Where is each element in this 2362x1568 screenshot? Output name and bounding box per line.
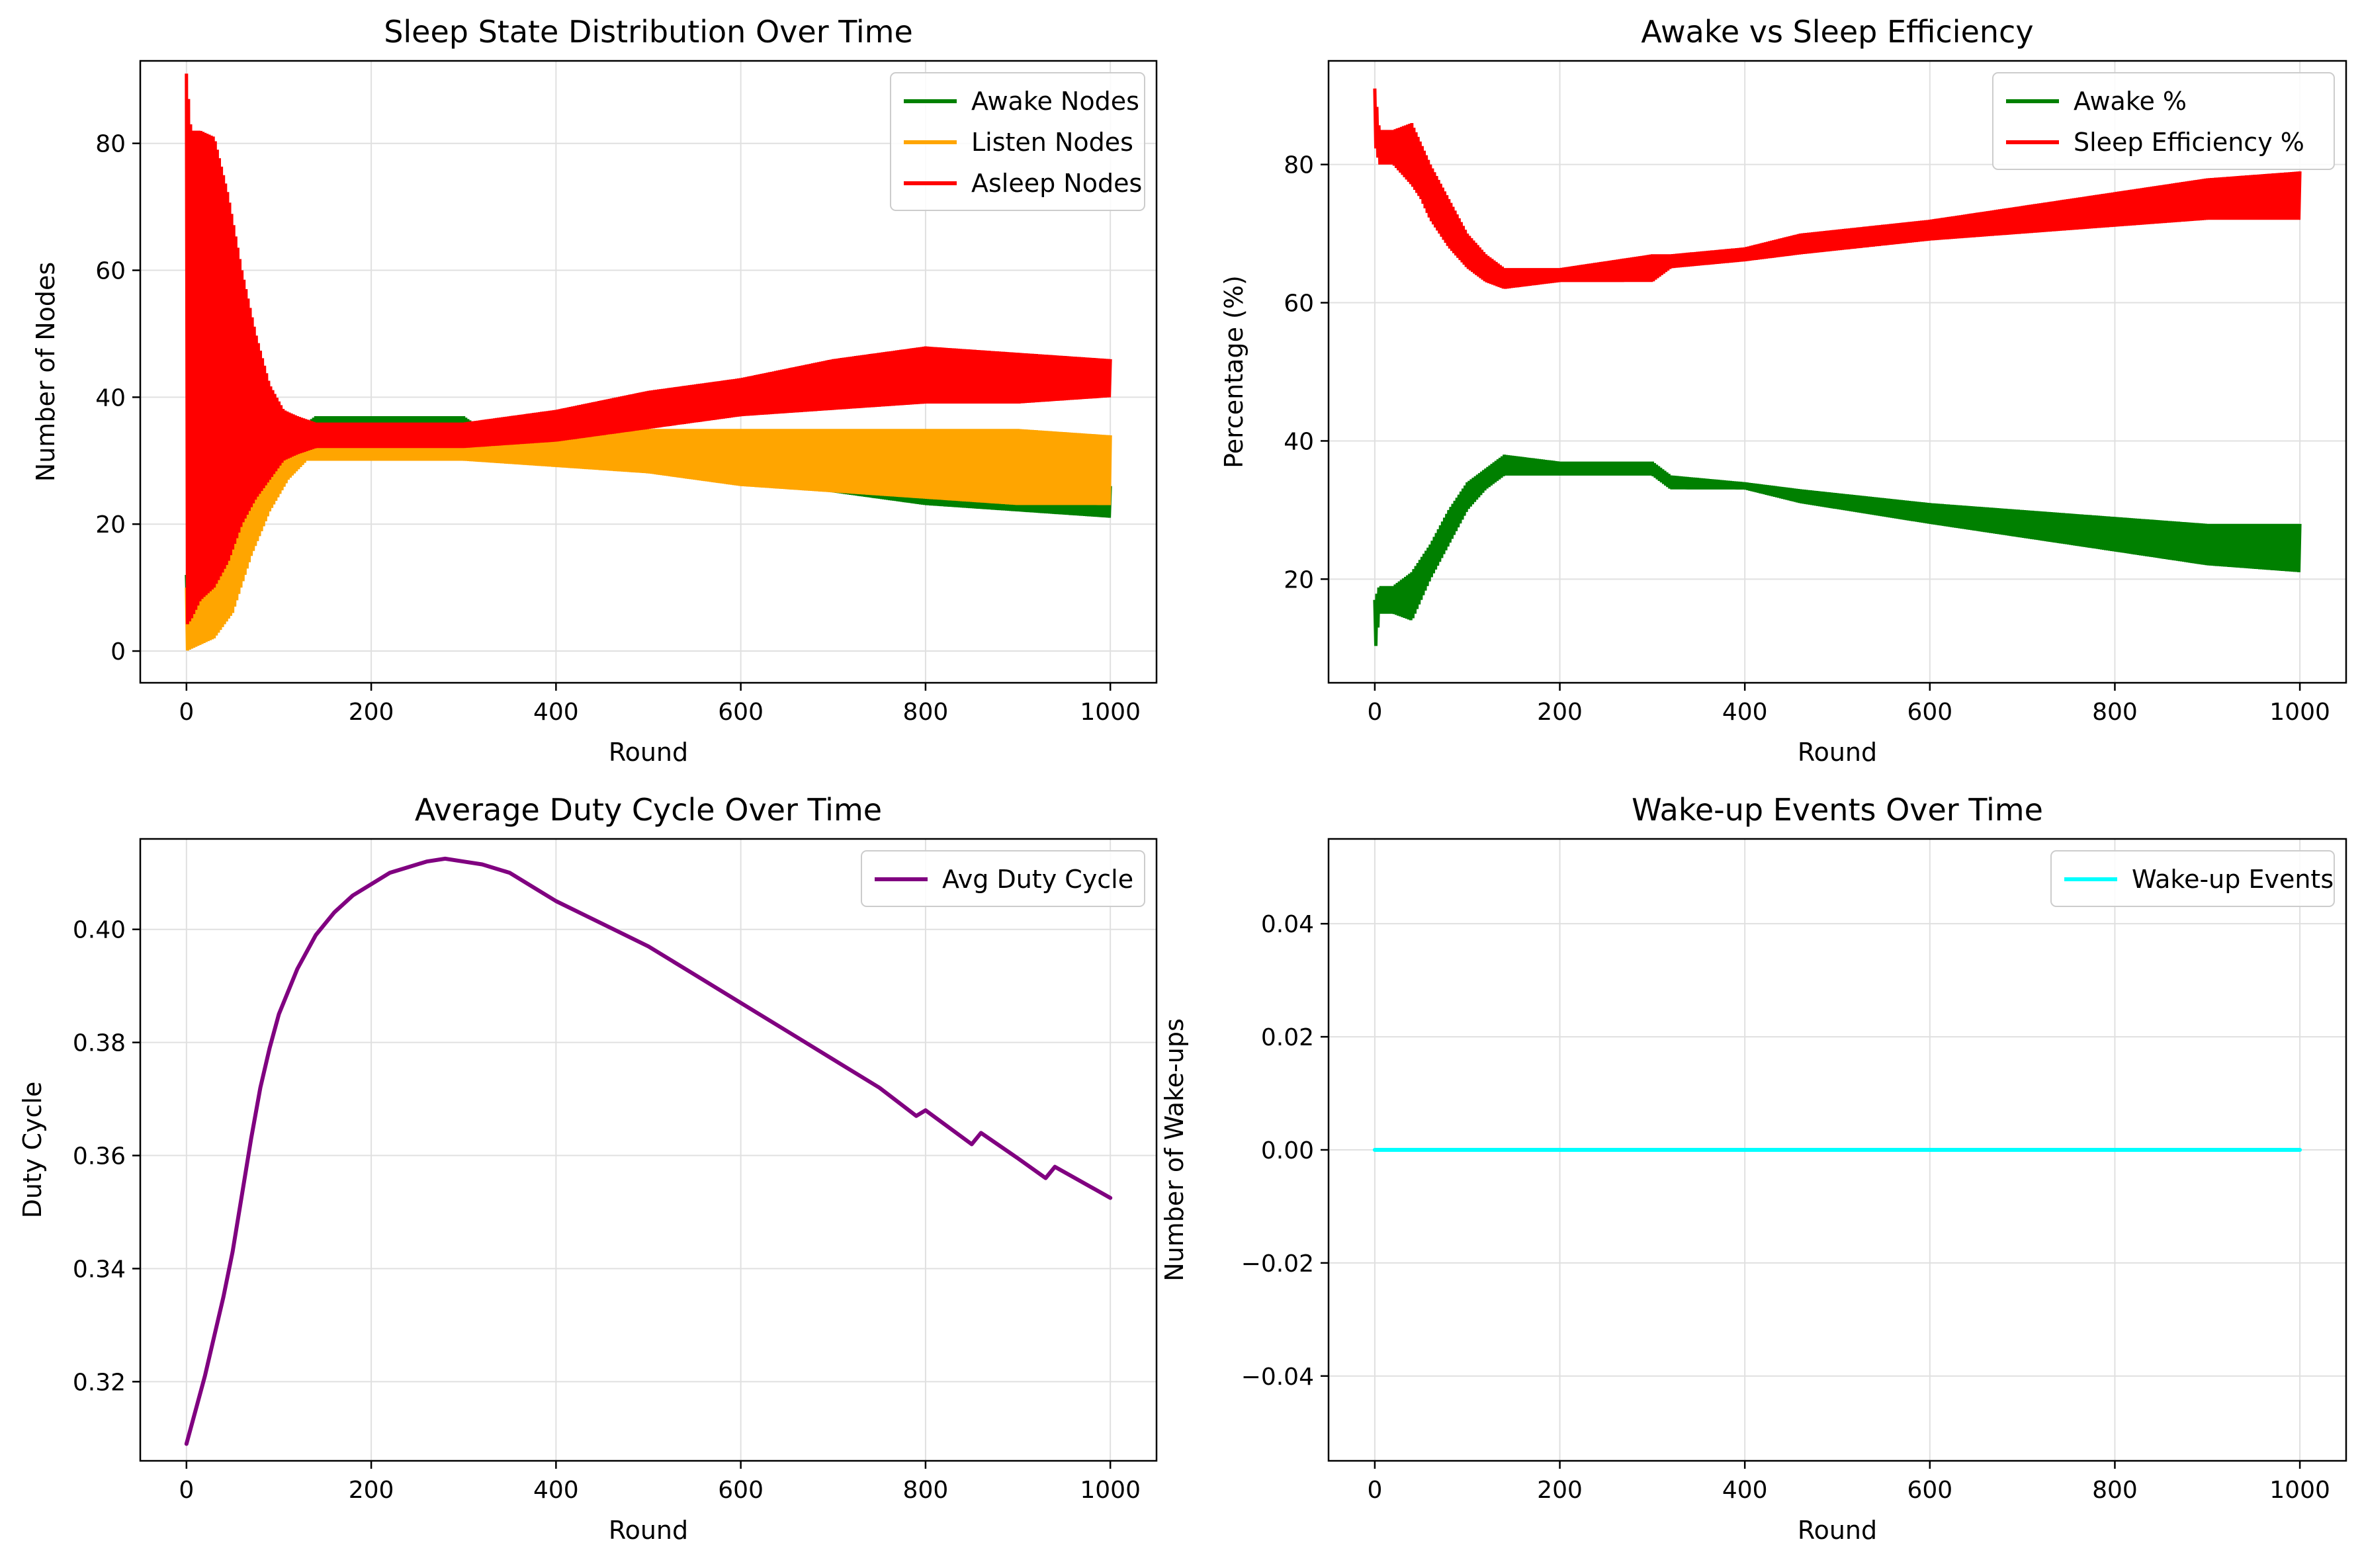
plot-frame (1327, 60, 2347, 684)
y-tick-label: 60 (95, 258, 126, 285)
y-tick-label: 0.00 (1261, 1137, 1314, 1164)
y-tick-label: 0 (110, 638, 126, 666)
x-tick-label: 400 (1722, 699, 1768, 726)
x-tick-label: 600 (718, 1477, 764, 1504)
y-tick-label: 60 (1284, 290, 1314, 318)
legend-label: Awake % (2074, 87, 2187, 116)
x-tick-label: 800 (2092, 1477, 2138, 1504)
x-tick-label: 400 (533, 1477, 579, 1504)
legend-box (861, 850, 1145, 907)
y-tick-label: 20 (1284, 566, 1314, 593)
x-tick-label: 200 (349, 1477, 394, 1504)
x-axis-label: Round (1798, 738, 1877, 767)
y-tick-label: 20 (95, 511, 126, 539)
x-tick-label: 1000 (2269, 1477, 2330, 1504)
series-line-3 (185, 73, 1112, 625)
y-tick-label: 80 (95, 131, 126, 158)
chart-panel-2: 0 200 400 600 800 1000 20 40 60 80 Awake vs Sleep … (1219, 14, 2347, 767)
legend-label: Asleep Nodes (971, 169, 1142, 198)
legend: Awake Nodes Listen Nodes Asleep Nodes (890, 72, 1145, 211)
x-axis-label: Round (609, 738, 688, 767)
y-tick-label: 0.32 (73, 1369, 126, 1396)
legend-box (1992, 72, 2335, 170)
plot-frame (139, 838, 1158, 1462)
x-tick-label: 400 (533, 699, 579, 726)
grid-lines (140, 839, 1157, 1461)
x-tick-label: 600 (1907, 1477, 1952, 1504)
x-tick-label: 800 (903, 1477, 949, 1504)
x-tick-label: 0 (1367, 1477, 1382, 1504)
legend: Wake-up Events (2050, 850, 2335, 907)
x-tick-label: 200 (1537, 1477, 1583, 1504)
series-group (1373, 88, 2302, 646)
y-tick-label: −0.02 (1241, 1250, 1314, 1278)
y-axis-label: Duty Cycle (18, 1082, 47, 1219)
chart-title: Awake vs Sleep Efficiency (1641, 14, 2033, 50)
x-tick-label: 200 (1537, 699, 1583, 726)
chart-title: Average Duty Cycle Over Time (415, 792, 882, 828)
y-tick-label: 0.04 (1261, 911, 1314, 938)
x-tick-label: 800 (903, 699, 949, 726)
x-tick-label: 600 (1907, 699, 1952, 726)
y-tick-label: 0.36 (73, 1143, 126, 1170)
y-tick-label: 40 (95, 384, 126, 412)
chart-title: Sleep State Distribution Over Time (384, 14, 913, 50)
plot-frame (139, 60, 1158, 684)
y-axis-label: Number of Wake-ups (1160, 1018, 1189, 1282)
series-line-2 (1373, 88, 2302, 289)
y-tick-label: 0.02 (1261, 1024, 1314, 1051)
legend-label: Awake Nodes (971, 87, 1139, 116)
y-tick-label: 40 (1284, 428, 1314, 455)
y-tick-label: 0.34 (73, 1256, 126, 1283)
legend-box (890, 72, 1145, 211)
y-tick-label: 0.38 (73, 1030, 126, 1057)
series-group (185, 73, 1112, 651)
x-tick-label: 800 (2092, 699, 2138, 726)
legend-label: Sleep Efficiency % (2074, 128, 2304, 157)
legend: Avg Duty Cycle (861, 850, 1145, 907)
legend: Awake % Sleep Efficiency % (1992, 72, 2335, 170)
legend-box (2050, 850, 2335, 907)
y-tick-label: 0.40 (73, 917, 126, 944)
x-tick-label: 0 (179, 1477, 194, 1504)
series-line-1 (1373, 455, 2302, 646)
series-group (184, 856, 1113, 1446)
y-axis-label: Percentage (%) (1219, 275, 1248, 468)
legend-label: Avg Duty Cycle (942, 865, 1133, 894)
x-tick-label: 200 (349, 699, 394, 726)
chart-panel-3: 0 200 400 600 800 1000 0.32 0.34 0.36 0.38 0.40 Ave… (18, 792, 1158, 1545)
series-line-1 (184, 856, 1113, 1446)
chart-panel-4: 0 200 400 600 800 1000 −0.04 −0.02 0.00 0.02 0.04 W… (1160, 792, 2347, 1545)
x-tick-label: 0 (179, 699, 194, 726)
x-tick-label: 600 (718, 699, 764, 726)
x-tick-label: 1000 (1080, 1477, 1141, 1504)
x-axis-label: Round (609, 1516, 688, 1545)
legend-label: Listen Nodes (971, 128, 1133, 157)
legend-label: Wake-up Events (2132, 865, 2334, 894)
x-tick-label: 1000 (1080, 699, 1141, 726)
y-axis-label: Number of Nodes (31, 262, 60, 482)
y-tick-label: −0.04 (1241, 1364, 1314, 1391)
y-tick-label: 80 (1284, 152, 1314, 179)
chart-panel-1: 0 200 400 600 800 1000 0 20 40 60 80 Sleep State Di… (31, 14, 1158, 767)
x-tick-label: 1000 (2269, 699, 2330, 726)
x-axis-label: Round (1798, 1516, 1877, 1545)
x-tick-label: 400 (1722, 1477, 1768, 1504)
x-tick-label: 0 (1367, 699, 1382, 726)
series-line-2 (185, 429, 1112, 651)
chart-title: Wake-up Events Over Time (1632, 792, 2043, 828)
